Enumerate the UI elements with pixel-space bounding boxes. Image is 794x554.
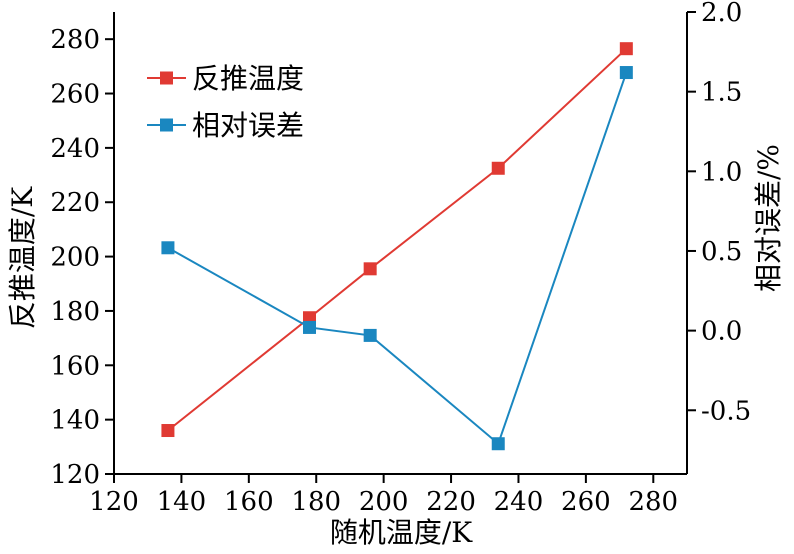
data-point-marker (491, 437, 505, 451)
y-tick-label: 180 (50, 297, 100, 327)
legend-label: 反推温度 (192, 62, 304, 95)
x-tick-label: 260 (561, 487, 611, 517)
legend-marker (160, 71, 173, 85)
y2-axis-title: 相对误差/% (752, 144, 785, 292)
legend-label: 相对误差 (192, 109, 304, 142)
data-point-marker (302, 320, 316, 334)
axes (113, 12, 688, 475)
series-2 (161, 66, 633, 451)
data-point-marker (161, 241, 175, 255)
x-tick-label: 220 (426, 487, 476, 517)
data-point-marker (363, 262, 377, 276)
y-tick-label: 200 (50, 243, 100, 273)
legend-marker (160, 118, 173, 132)
series-layer (161, 42, 633, 451)
legend-item-2: 相对误差 (147, 109, 304, 142)
x-tick-label: 180 (291, 487, 341, 517)
y2-tick-label: 1.0 (701, 157, 742, 187)
y2-tick-label: 2.0 (701, 0, 742, 28)
y2-tick-label: 0.5 (701, 237, 742, 267)
x-tick-label: 120 (89, 487, 139, 517)
series-line (167, 47, 628, 432)
data-point-marker (363, 328, 377, 342)
x-axis-title: 随机温度/K (330, 516, 473, 549)
x-tick-label: 160 (224, 487, 274, 517)
x-tick-label: 140 (157, 487, 207, 517)
series-1 (161, 42, 633, 438)
data-point-marker (161, 424, 175, 438)
legend-item-1: 反推温度 (147, 62, 304, 95)
y-tick-label: 140 (50, 406, 100, 436)
y-tick-label: 120 (50, 460, 100, 490)
x-axis-ticks: 120 140 160 180 200 220 240 260 280 (89, 474, 678, 517)
data-point-marker (491, 161, 505, 175)
x-tick-label: 280 (628, 487, 678, 517)
y2-axis-ticks: -0.5 0.0 0.5 1.0 1.5 2.0 (687, 0, 751, 426)
data-point-marker (619, 66, 633, 80)
y-tick-label: 240 (50, 134, 100, 164)
x-tick-label: 200 (359, 487, 409, 517)
y2-tick-label: 1.5 (701, 78, 742, 108)
y-tick-label: 220 (50, 188, 100, 218)
x-tick-label: 240 (494, 487, 544, 517)
y-axis-ticks: 120 140 160 180 200 220 240 260 280 (50, 25, 114, 490)
data-point-marker (619, 42, 633, 56)
y-tick-label: 280 (50, 25, 100, 55)
y-tick-label: 260 (50, 80, 100, 110)
y-tick-label: 160 (50, 351, 100, 381)
y2-tick-label: -0.5 (701, 396, 751, 426)
y2-tick-label: 0.0 (701, 317, 742, 347)
y-axis-title: 反推温度/K (6, 186, 39, 329)
